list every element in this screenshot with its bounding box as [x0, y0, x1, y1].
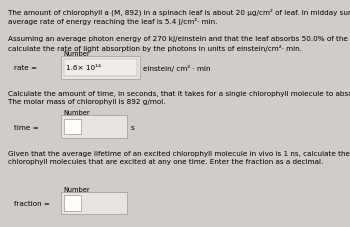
- Text: Assuming an average photon energy of 270 kJ/einstein and that the leaf absorbs 5: Assuming an average photon energy of 270…: [8, 36, 350, 52]
- Text: 1.6× 10¹⁴: 1.6× 10¹⁴: [66, 65, 101, 71]
- Text: time =: time =: [14, 124, 39, 130]
- Text: rate =: rate =: [14, 65, 37, 71]
- Text: einstein/ cm² · min: einstein/ cm² · min: [144, 65, 211, 72]
- Text: Number: Number: [64, 186, 90, 192]
- FancyBboxPatch shape: [61, 192, 127, 215]
- FancyBboxPatch shape: [61, 116, 127, 138]
- Text: 1.6× 10¹⁴: 1.6× 10¹⁴: [66, 65, 101, 71]
- FancyBboxPatch shape: [64, 195, 81, 211]
- Text: fraction =: fraction =: [14, 200, 50, 206]
- Text: Calculate the amount of time, in seconds, that it takes for a single chlorophyll: Calculate the amount of time, in seconds…: [8, 91, 350, 105]
- FancyBboxPatch shape: [61, 56, 140, 80]
- Text: Number: Number: [64, 50, 90, 56]
- Text: Number: Number: [64, 110, 90, 116]
- FancyBboxPatch shape: [64, 60, 137, 76]
- Text: The amount of chlorophyll a (M, 892) in a spinach leaf is about 20 μg/cm² of lea: The amount of chlorophyll a (M, 892) in …: [8, 8, 350, 25]
- Text: Given that the average lifetime of an excited chlorophyll molecule in vivo is 1 : Given that the average lifetime of an ex…: [8, 151, 350, 164]
- FancyBboxPatch shape: [64, 119, 81, 135]
- Text: s: s: [131, 124, 134, 130]
